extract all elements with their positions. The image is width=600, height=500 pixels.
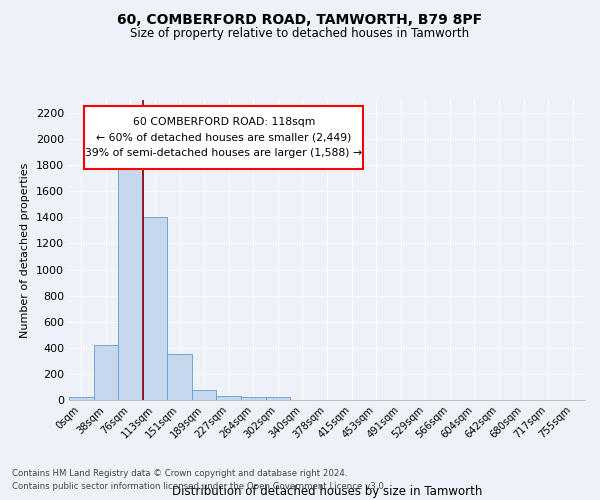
Bar	[118, 165, 143, 400]
Bar	[266, 398, 290, 400]
Text: Contains HM Land Registry data © Crown copyright and database right 2024.: Contains HM Land Registry data © Crown c…	[12, 468, 347, 477]
Bar	[167, 354, 192, 400]
Bar	[94, 345, 118, 400]
Text: 60 COMBERFORD ROAD: 118sqm
← 60% of detached houses are smaller (2,449)
39% of s: 60 COMBERFORD ROAD: 118sqm ← 60% of deta…	[85, 117, 362, 158]
Bar	[69, 398, 94, 400]
Bar	[217, 396, 241, 400]
X-axis label: Distribution of detached houses by size in Tamworth: Distribution of detached houses by size …	[172, 485, 482, 498]
Text: 60, COMBERFORD ROAD, TAMWORTH, B79 8PF: 60, COMBERFORD ROAD, TAMWORTH, B79 8PF	[118, 12, 482, 26]
Bar	[192, 390, 217, 400]
Y-axis label: Number of detached properties: Number of detached properties	[20, 162, 31, 338]
Text: Contains public sector information licensed under the Open Government Licence v3: Contains public sector information licen…	[12, 482, 386, 491]
FancyBboxPatch shape	[85, 106, 363, 169]
Bar	[143, 218, 167, 400]
Text: Size of property relative to detached houses in Tamworth: Size of property relative to detached ho…	[130, 28, 470, 40]
Bar	[241, 398, 266, 400]
